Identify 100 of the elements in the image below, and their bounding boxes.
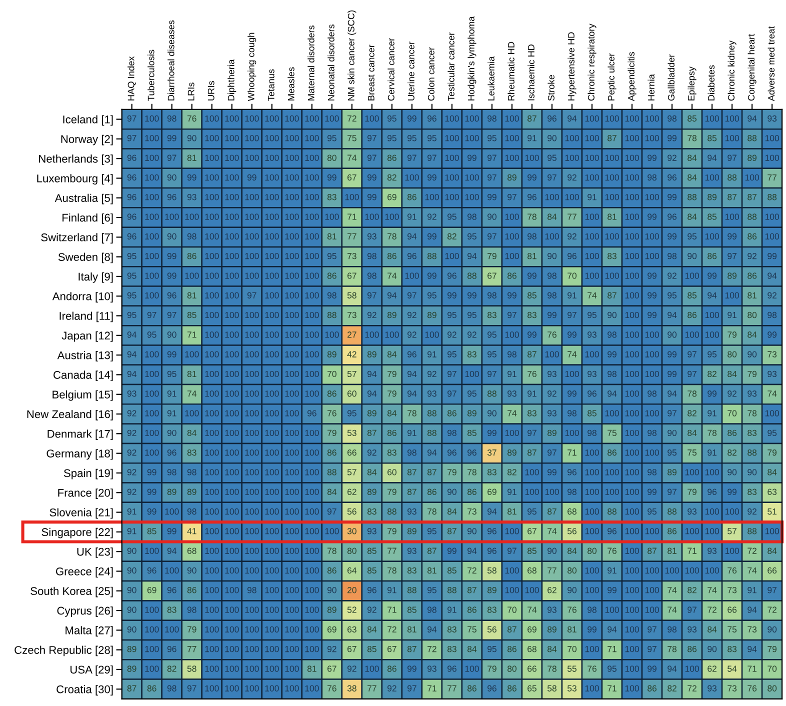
data-label: 99 (548, 312, 556, 318)
data-label: 83 (487, 312, 496, 318)
x-tick-label: Testicular cancer (448, 32, 454, 101)
data-label: 89 (548, 430, 556, 436)
data-label: 100 (685, 469, 699, 476)
data-label: 100 (285, 214, 299, 220)
data-label: 100 (305, 115, 319, 122)
data-label: 100 (585, 214, 599, 220)
data-label: 93 (427, 390, 436, 397)
data-label: 86 (507, 685, 516, 692)
data-label: 100 (225, 174, 239, 181)
data-label: 91 (508, 488, 516, 495)
data-label: 100 (245, 666, 259, 672)
data-label: 100 (585, 233, 599, 240)
data-label: 51 (768, 508, 777, 515)
data-label: 100 (425, 194, 439, 200)
data-label: 76 (528, 370, 536, 378)
x-tick-label: Gallbladder (668, 54, 674, 101)
data-label: 68 (528, 646, 536, 652)
data-label: 100 (745, 174, 760, 181)
data-label: 100 (445, 174, 459, 181)
data-label: 92 (568, 174, 576, 181)
x-tick-label: Hernia (648, 74, 654, 100)
data-label: 100 (665, 567, 679, 574)
data-label: 89 (367, 488, 376, 495)
data-label: 95 (488, 135, 496, 142)
data-label: 96 (407, 252, 416, 260)
data-label: 87 (548, 508, 556, 515)
data-label: 99 (167, 252, 176, 260)
data-label: 100 (365, 666, 379, 672)
data-label: 88 (768, 194, 777, 200)
data-label: 100 (365, 115, 379, 122)
data-label: 99 (548, 469, 556, 476)
data-label: 100 (225, 272, 239, 279)
data-label: 83 (527, 410, 536, 416)
data-label: 97 (427, 154, 436, 161)
data-label: 97 (488, 233, 496, 240)
data-label: 100 (245, 154, 259, 161)
data-label: 73 (347, 252, 356, 260)
data-label: 100 (625, 292, 639, 298)
data-label: 100 (645, 233, 659, 240)
data-label: 100 (625, 272, 639, 279)
data-label: 87 (527, 351, 536, 358)
data-label: 100 (765, 154, 780, 161)
data-label: 100 (585, 351, 599, 358)
data-label: 90 (488, 410, 496, 416)
data-label: 90 (728, 469, 737, 476)
data-label: 100 (565, 154, 579, 161)
data-label: 98 (668, 252, 677, 260)
data-label: 100 (225, 587, 239, 594)
data-label: 100 (225, 410, 239, 416)
data-label: 99 (528, 332, 536, 338)
data-label: 99 (608, 587, 616, 594)
data-label: 95 (668, 292, 677, 298)
data-label: 95 (167, 370, 176, 378)
data-label: 97 (648, 646, 656, 652)
data-label: 100 (705, 233, 720, 240)
data-label: 96 (568, 469, 576, 476)
data-label: 94 (668, 666, 677, 672)
data-label: 67 (347, 646, 356, 652)
data-label: 100 (705, 508, 720, 515)
data-label: 100 (285, 351, 299, 358)
data-label: 78 (327, 548, 336, 554)
data-label: 93 (708, 685, 717, 692)
data-label: 100 (305, 685, 319, 692)
data-label: 87 (728, 194, 736, 200)
data-label: 96 (167, 292, 176, 298)
data-label: 100 (265, 528, 279, 534)
data-label: 99 (708, 390, 716, 397)
y-tick-label: Japan [12] (62, 331, 113, 342)
data-label: 77 (388, 548, 396, 554)
data-label: 94 (608, 390, 617, 397)
data-label: 68 (568, 508, 576, 515)
data-label: 87 (648, 548, 656, 554)
data-label: 84 (688, 154, 697, 161)
data-label: 88 (327, 469, 336, 476)
data-label: 70 (728, 410, 737, 416)
data-label: 97 (728, 252, 736, 260)
data-label: 72 (708, 606, 716, 613)
data-label: 100 (285, 626, 299, 633)
data-label: 91 (447, 606, 456, 613)
data-label: 100 (225, 154, 239, 161)
data-label: 89 (127, 646, 136, 652)
data-label: 74 (508, 410, 517, 416)
data-label: 99 (648, 154, 656, 161)
data-label: 60 (388, 469, 396, 476)
data-label: 84 (548, 646, 557, 652)
data-label: 69 (528, 626, 536, 633)
data-label: 74 (588, 292, 597, 298)
data-label: 100 (265, 508, 279, 515)
data-label: 88 (688, 194, 697, 200)
data-label: 97 (447, 370, 456, 378)
data-label: 100 (565, 194, 579, 200)
data-label: 89 (187, 488, 196, 495)
data-label: 100 (225, 135, 239, 142)
x-tick-label: Tuberculosis (148, 50, 154, 101)
data-label: 99 (427, 272, 436, 279)
data-label: 70 (568, 272, 577, 279)
data-label: 56 (347, 508, 356, 515)
data-label: 90 (688, 252, 697, 260)
